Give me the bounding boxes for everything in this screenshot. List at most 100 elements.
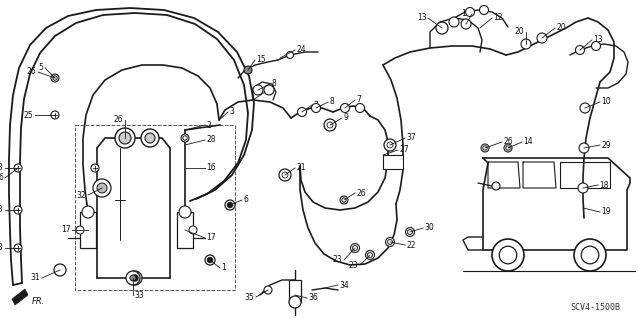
Text: 11: 11 bbox=[461, 10, 470, 19]
Text: 26: 26 bbox=[114, 115, 124, 124]
Text: 19: 19 bbox=[602, 207, 611, 217]
Text: 27: 27 bbox=[399, 145, 409, 154]
Text: 12: 12 bbox=[493, 13, 503, 23]
Text: 8: 8 bbox=[271, 79, 276, 88]
Text: 34: 34 bbox=[339, 280, 349, 290]
Text: 10: 10 bbox=[602, 98, 611, 107]
Circle shape bbox=[145, 133, 155, 143]
Circle shape bbox=[461, 19, 471, 29]
Circle shape bbox=[14, 206, 22, 214]
Circle shape bbox=[97, 183, 107, 193]
Circle shape bbox=[521, 39, 531, 49]
Circle shape bbox=[126, 271, 140, 285]
Text: 9: 9 bbox=[344, 114, 348, 122]
Circle shape bbox=[537, 33, 547, 43]
Circle shape bbox=[14, 244, 22, 252]
Circle shape bbox=[264, 85, 274, 95]
Circle shape bbox=[578, 183, 588, 193]
Text: 1: 1 bbox=[221, 263, 227, 272]
Text: 16: 16 bbox=[207, 164, 216, 173]
Circle shape bbox=[132, 275, 138, 281]
Text: 20: 20 bbox=[515, 27, 525, 36]
Circle shape bbox=[225, 200, 235, 210]
Circle shape bbox=[179, 206, 191, 218]
Circle shape bbox=[436, 22, 448, 34]
Circle shape bbox=[227, 203, 232, 207]
Circle shape bbox=[130, 275, 136, 281]
Circle shape bbox=[385, 238, 394, 247]
Text: 20: 20 bbox=[557, 24, 566, 33]
Text: 21: 21 bbox=[296, 164, 306, 173]
Text: 31: 31 bbox=[31, 273, 40, 283]
Text: 28: 28 bbox=[0, 205, 3, 214]
Circle shape bbox=[279, 169, 291, 181]
Text: 2: 2 bbox=[207, 121, 211, 130]
Text: 28: 28 bbox=[207, 136, 216, 145]
Circle shape bbox=[128, 271, 142, 285]
Circle shape bbox=[205, 255, 215, 265]
Text: 15: 15 bbox=[257, 56, 266, 64]
Text: 14: 14 bbox=[524, 137, 533, 146]
Text: 36: 36 bbox=[308, 293, 318, 302]
Circle shape bbox=[51, 74, 59, 82]
Circle shape bbox=[298, 108, 307, 116]
Text: 6: 6 bbox=[0, 174, 3, 182]
Text: 23: 23 bbox=[349, 261, 358, 270]
Circle shape bbox=[54, 264, 66, 276]
Bar bbox=[80, 212, 96, 248]
Text: 7: 7 bbox=[314, 100, 318, 109]
Circle shape bbox=[449, 17, 459, 27]
Circle shape bbox=[581, 246, 599, 264]
Circle shape bbox=[115, 128, 135, 148]
Text: 25: 25 bbox=[24, 110, 33, 120]
Text: 7: 7 bbox=[356, 95, 362, 105]
Circle shape bbox=[499, 246, 517, 264]
Circle shape bbox=[264, 286, 272, 294]
Text: 29: 29 bbox=[602, 140, 611, 150]
Circle shape bbox=[244, 66, 252, 74]
Circle shape bbox=[76, 226, 84, 234]
Text: 37: 37 bbox=[406, 133, 416, 143]
Circle shape bbox=[579, 143, 589, 153]
Circle shape bbox=[181, 134, 189, 142]
Bar bbox=[75, 125, 235, 290]
Circle shape bbox=[253, 85, 263, 95]
Text: 32: 32 bbox=[77, 190, 86, 199]
Circle shape bbox=[289, 296, 301, 308]
Circle shape bbox=[492, 239, 524, 271]
Text: 3: 3 bbox=[230, 108, 234, 116]
Circle shape bbox=[465, 8, 474, 17]
Text: 4: 4 bbox=[266, 87, 271, 97]
Text: 30: 30 bbox=[424, 224, 435, 233]
Circle shape bbox=[324, 119, 336, 131]
Text: 24: 24 bbox=[296, 46, 306, 55]
Circle shape bbox=[14, 164, 22, 172]
Text: 23: 23 bbox=[333, 256, 342, 264]
Text: FR.: FR. bbox=[32, 298, 45, 307]
Text: 6: 6 bbox=[243, 196, 248, 204]
Circle shape bbox=[287, 51, 294, 58]
Circle shape bbox=[351, 243, 360, 253]
Bar bbox=[177, 212, 193, 248]
Text: 26: 26 bbox=[27, 68, 36, 77]
Circle shape bbox=[504, 144, 512, 152]
Text: 5: 5 bbox=[38, 63, 44, 72]
Circle shape bbox=[340, 196, 348, 204]
Text: 33: 33 bbox=[134, 291, 144, 300]
Circle shape bbox=[481, 144, 489, 152]
Bar bbox=[289, 280, 301, 302]
Text: 17: 17 bbox=[207, 234, 216, 242]
Circle shape bbox=[574, 239, 606, 271]
Text: SCV4-1500B: SCV4-1500B bbox=[570, 303, 620, 312]
Circle shape bbox=[406, 227, 415, 236]
Circle shape bbox=[91, 164, 99, 172]
Text: 8: 8 bbox=[330, 98, 334, 107]
Circle shape bbox=[82, 206, 94, 218]
Text: 22: 22 bbox=[406, 241, 416, 249]
Text: 17: 17 bbox=[61, 226, 70, 234]
Circle shape bbox=[340, 103, 349, 113]
Circle shape bbox=[312, 103, 321, 113]
Circle shape bbox=[479, 5, 488, 14]
Circle shape bbox=[141, 129, 159, 147]
Text: 28: 28 bbox=[0, 243, 3, 253]
